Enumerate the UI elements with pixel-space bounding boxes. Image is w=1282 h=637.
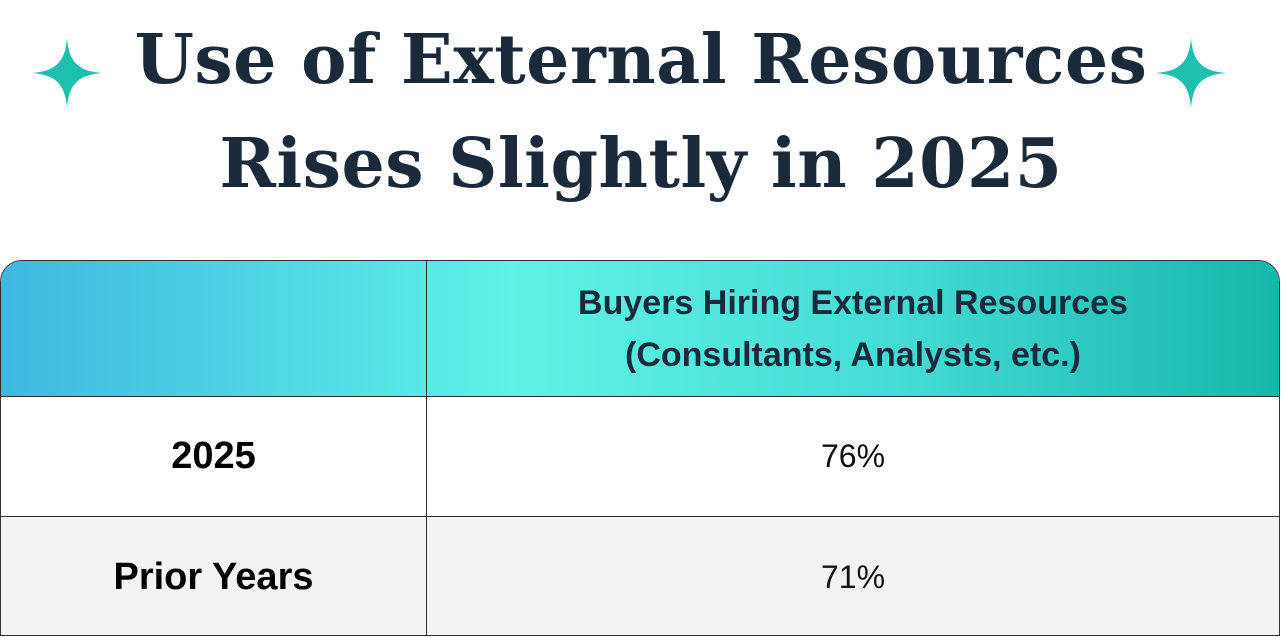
page-title-line-2: Rises Slightly in 2025 [219,124,1063,204]
column-header-line-2: (Consultants, Analysts, etc.) [625,335,1081,374]
row-value: 76% [820,438,886,474]
row-label: Prior Years [113,555,314,598]
table-header-cell: Buyers Hiring External Resources (Consul… [427,261,1279,396]
row-label: 2025 [171,435,256,477]
table-header-row: Buyers Hiring External Resources (Consul… [1,261,1279,396]
page-title: Use of External Resources Rises Slightly… [0,8,1282,216]
row-label-cell: Prior Years [1,517,427,635]
table-row: 2025 76% [1,396,1279,516]
row-label-cell: 2025 [1,397,427,516]
column-header: Buyers Hiring External Resources (Consul… [578,277,1128,381]
sparkle-icon [1156,38,1226,108]
page-title-line-1: Use of External Resources [134,20,1148,100]
table-header-empty-cell [1,261,427,396]
column-header-line-1: Buyers Hiring External Resources [578,283,1128,322]
data-table: Buyers Hiring External Resources (Consul… [0,260,1280,636]
row-value-cell: 71% [427,517,1279,635]
row-value-cell: 76% [427,397,1279,516]
table-row: Prior Years 71% [1,516,1279,635]
row-value: 71% [820,558,886,595]
sparkle-icon [32,38,102,108]
